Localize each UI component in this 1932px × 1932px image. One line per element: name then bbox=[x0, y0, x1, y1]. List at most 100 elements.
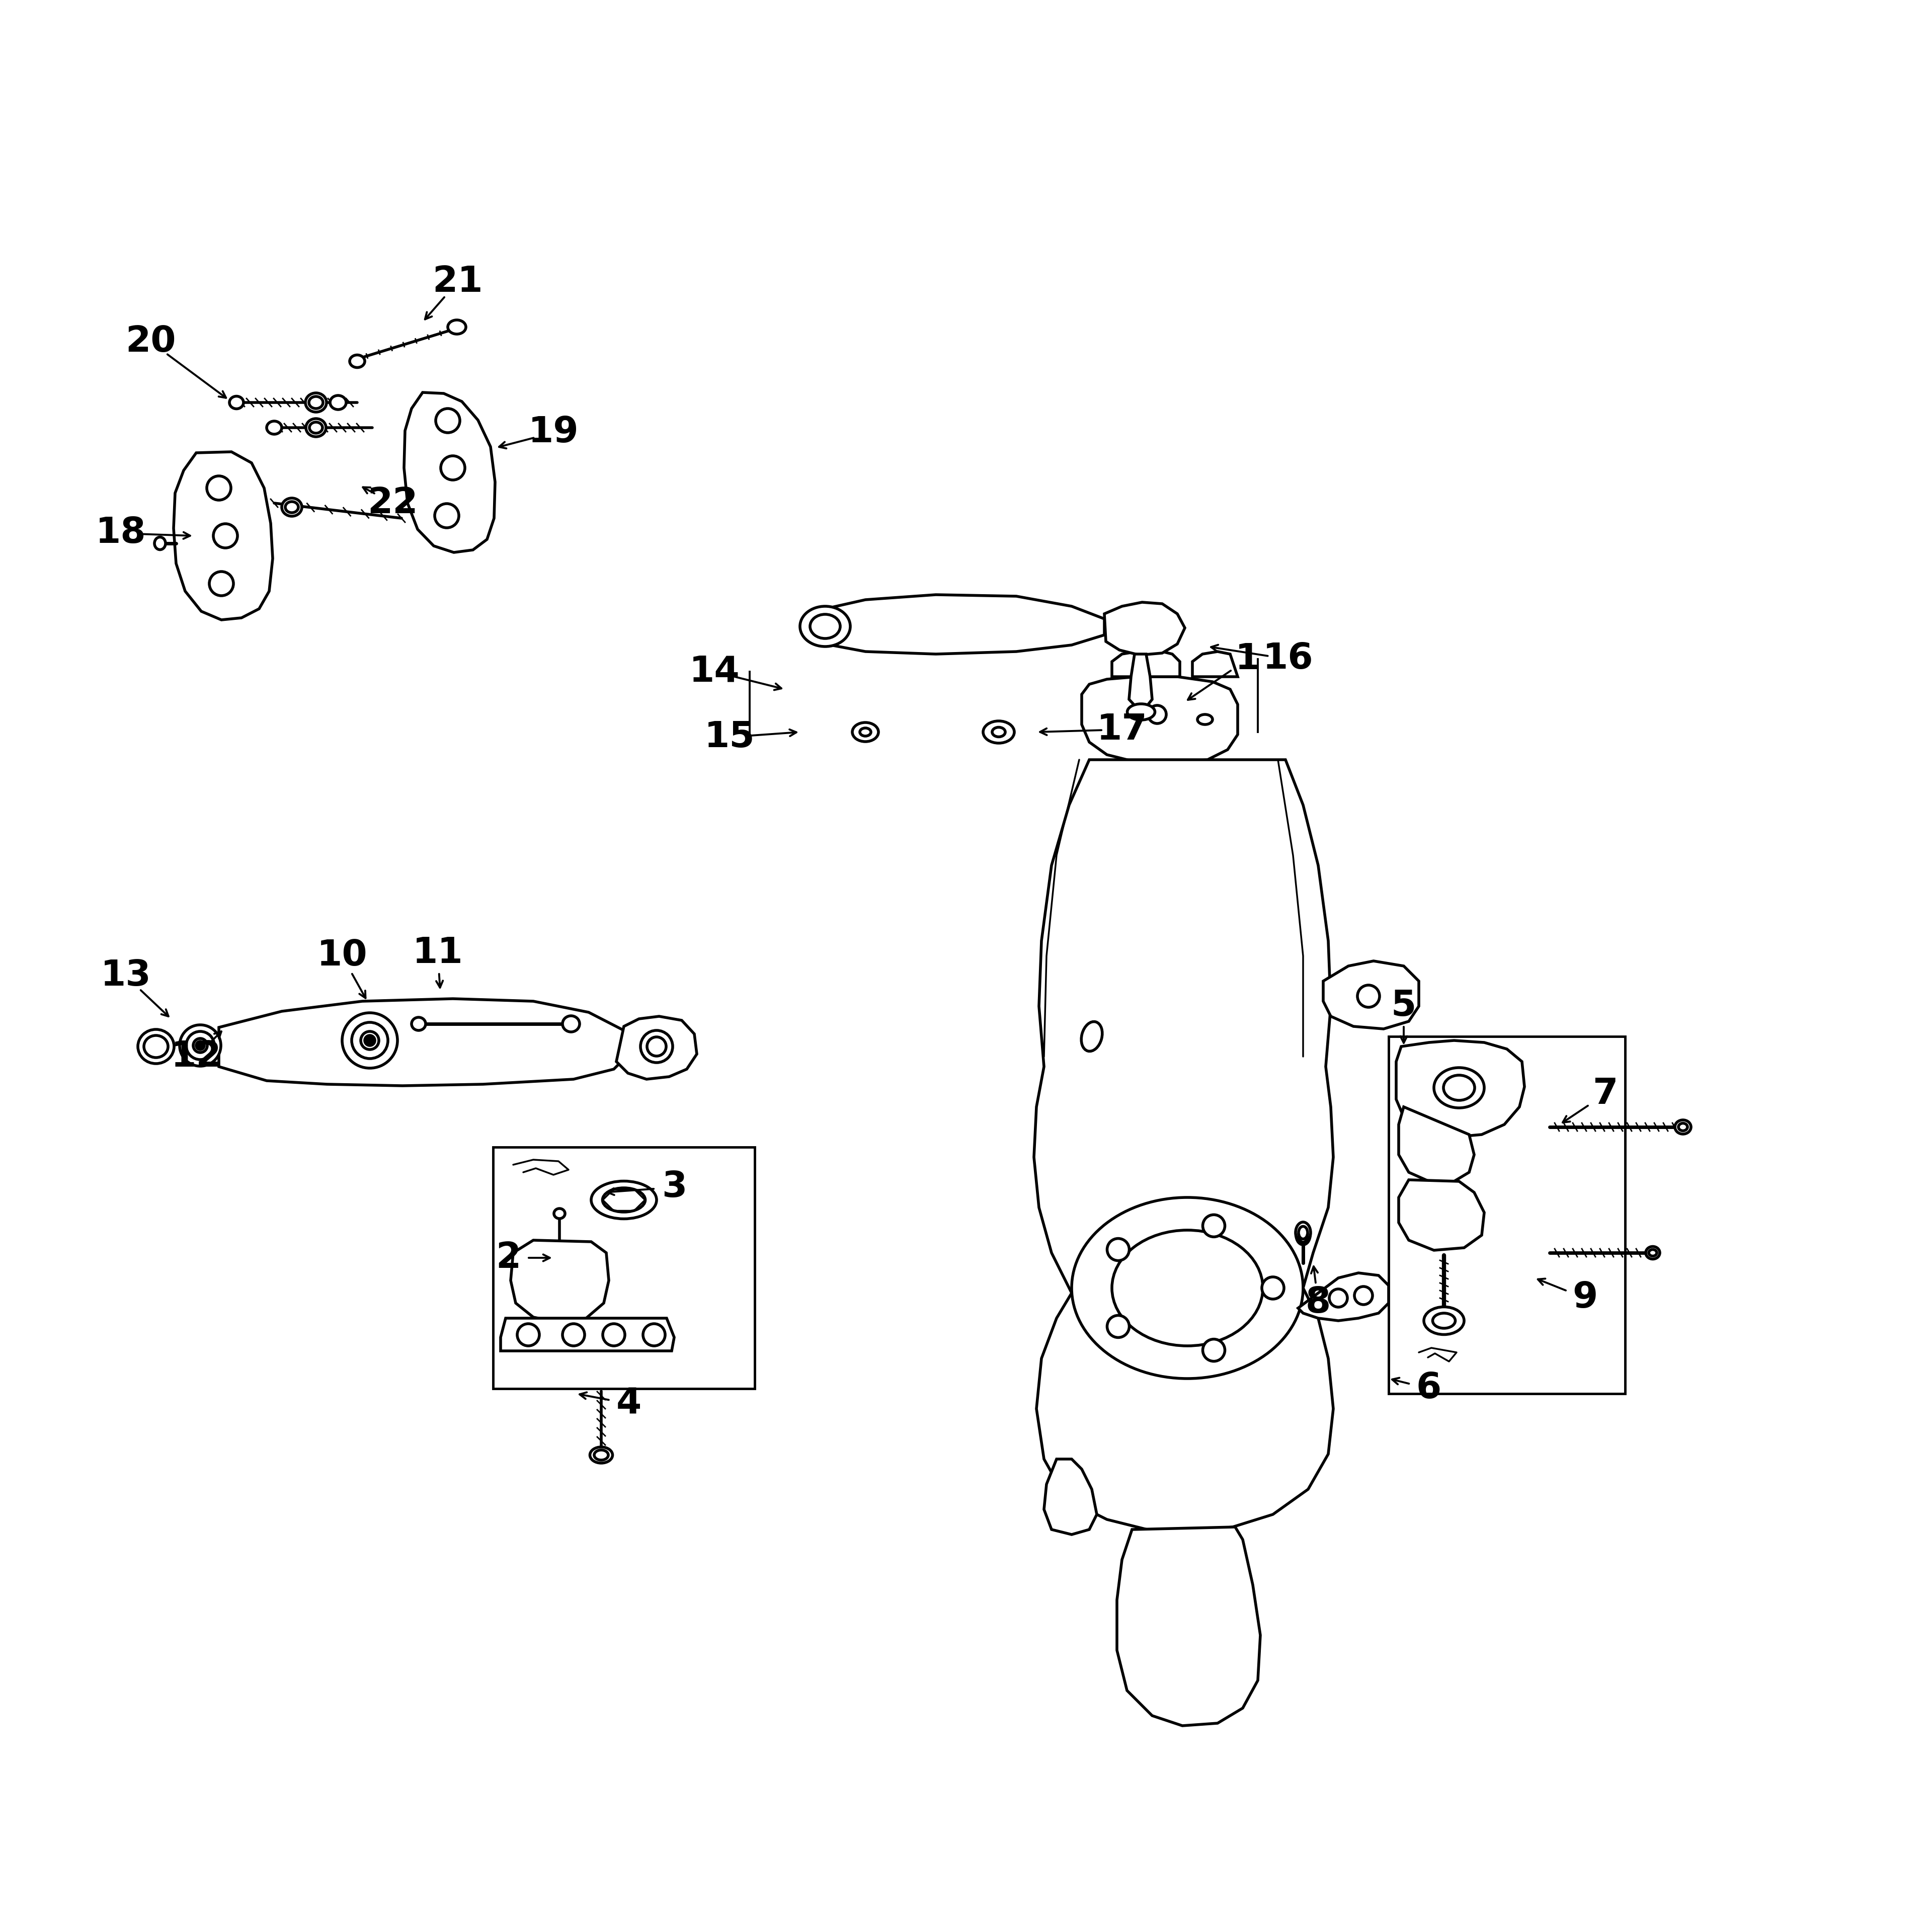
Ellipse shape bbox=[1679, 1122, 1687, 1130]
Text: 11: 11 bbox=[412, 937, 464, 970]
Ellipse shape bbox=[155, 537, 166, 551]
Polygon shape bbox=[1034, 759, 1333, 1532]
Ellipse shape bbox=[197, 1041, 205, 1049]
Ellipse shape bbox=[1113, 1231, 1264, 1347]
Text: 7: 7 bbox=[1592, 1076, 1617, 1111]
Ellipse shape bbox=[1675, 1121, 1691, 1134]
Text: 15: 15 bbox=[705, 721, 755, 753]
Polygon shape bbox=[1128, 655, 1151, 707]
Polygon shape bbox=[510, 1240, 609, 1321]
Ellipse shape bbox=[213, 524, 238, 549]
Text: 19: 19 bbox=[527, 415, 580, 450]
Ellipse shape bbox=[518, 1323, 539, 1347]
Polygon shape bbox=[825, 595, 1105, 655]
Ellipse shape bbox=[1434, 1068, 1484, 1107]
Polygon shape bbox=[1397, 1041, 1524, 1138]
Ellipse shape bbox=[342, 1012, 398, 1068]
Ellipse shape bbox=[603, 1323, 624, 1347]
Text: 16: 16 bbox=[1264, 641, 1314, 676]
Text: 9: 9 bbox=[1573, 1281, 1598, 1316]
Ellipse shape bbox=[180, 1024, 220, 1066]
Ellipse shape bbox=[361, 1032, 379, 1049]
Ellipse shape bbox=[1358, 985, 1379, 1007]
Ellipse shape bbox=[1107, 1238, 1128, 1260]
Ellipse shape bbox=[137, 1030, 174, 1065]
Text: 10: 10 bbox=[317, 939, 367, 974]
Ellipse shape bbox=[1262, 1277, 1285, 1298]
Polygon shape bbox=[1323, 960, 1418, 1030]
Bar bbox=[493, 1148, 755, 1389]
Ellipse shape bbox=[1204, 1215, 1225, 1236]
Text: 5: 5 bbox=[1391, 989, 1416, 1024]
Ellipse shape bbox=[209, 572, 234, 595]
Ellipse shape bbox=[562, 1016, 580, 1032]
Ellipse shape bbox=[185, 1032, 214, 1059]
Polygon shape bbox=[1105, 603, 1184, 655]
Ellipse shape bbox=[309, 396, 323, 408]
Polygon shape bbox=[404, 392, 495, 553]
Polygon shape bbox=[1043, 1459, 1097, 1534]
Ellipse shape bbox=[993, 726, 1005, 736]
Polygon shape bbox=[1298, 1273, 1389, 1321]
Ellipse shape bbox=[1646, 1246, 1660, 1260]
Ellipse shape bbox=[305, 392, 327, 412]
Ellipse shape bbox=[1198, 715, 1213, 725]
Ellipse shape bbox=[143, 1036, 168, 1057]
Ellipse shape bbox=[595, 1451, 609, 1461]
Ellipse shape bbox=[1648, 1250, 1658, 1256]
Ellipse shape bbox=[309, 421, 323, 433]
Text: 4: 4 bbox=[616, 1387, 641, 1422]
Ellipse shape bbox=[435, 504, 460, 527]
Ellipse shape bbox=[810, 614, 840, 638]
Ellipse shape bbox=[193, 1039, 207, 1053]
Ellipse shape bbox=[591, 1180, 657, 1219]
Ellipse shape bbox=[365, 1036, 375, 1045]
Polygon shape bbox=[500, 1318, 674, 1350]
Ellipse shape bbox=[437, 408, 460, 433]
Text: 2: 2 bbox=[495, 1240, 522, 1275]
Ellipse shape bbox=[1072, 1198, 1302, 1379]
Ellipse shape bbox=[641, 1030, 672, 1063]
Ellipse shape bbox=[207, 475, 232, 500]
Text: 6: 6 bbox=[1416, 1372, 1441, 1406]
Polygon shape bbox=[1113, 651, 1180, 676]
Ellipse shape bbox=[1082, 1022, 1103, 1051]
Text: 17: 17 bbox=[1097, 713, 1148, 748]
Text: 18: 18 bbox=[95, 516, 147, 551]
Ellipse shape bbox=[1354, 1287, 1372, 1304]
Ellipse shape bbox=[643, 1323, 665, 1347]
Ellipse shape bbox=[589, 1447, 612, 1463]
Ellipse shape bbox=[1204, 1339, 1225, 1362]
Ellipse shape bbox=[800, 607, 850, 647]
Text: 8: 8 bbox=[1306, 1285, 1331, 1320]
Ellipse shape bbox=[647, 1037, 667, 1057]
Ellipse shape bbox=[267, 421, 282, 435]
Ellipse shape bbox=[983, 721, 1014, 744]
Ellipse shape bbox=[448, 321, 466, 334]
Text: 1: 1 bbox=[1235, 641, 1260, 676]
Text: 12: 12 bbox=[170, 1039, 222, 1074]
Polygon shape bbox=[1399, 1107, 1474, 1182]
Ellipse shape bbox=[1298, 1227, 1308, 1238]
Ellipse shape bbox=[282, 498, 301, 516]
Ellipse shape bbox=[1424, 1306, 1464, 1335]
Ellipse shape bbox=[554, 1209, 564, 1219]
Polygon shape bbox=[174, 452, 272, 620]
Text: 22: 22 bbox=[367, 485, 417, 520]
Ellipse shape bbox=[352, 1022, 388, 1059]
Polygon shape bbox=[616, 1016, 697, 1080]
Bar bbox=[1389, 1036, 1625, 1393]
Ellipse shape bbox=[1107, 1316, 1128, 1337]
Ellipse shape bbox=[860, 728, 871, 736]
Ellipse shape bbox=[1296, 1223, 1310, 1242]
Text: 13: 13 bbox=[100, 958, 151, 993]
Polygon shape bbox=[1082, 676, 1238, 763]
Text: 20: 20 bbox=[126, 325, 176, 359]
Polygon shape bbox=[1399, 1180, 1484, 1250]
Ellipse shape bbox=[305, 419, 327, 437]
Text: 14: 14 bbox=[690, 655, 740, 690]
Ellipse shape bbox=[230, 396, 243, 410]
Text: 21: 21 bbox=[433, 265, 483, 299]
Ellipse shape bbox=[1126, 703, 1155, 721]
Polygon shape bbox=[218, 999, 630, 1086]
